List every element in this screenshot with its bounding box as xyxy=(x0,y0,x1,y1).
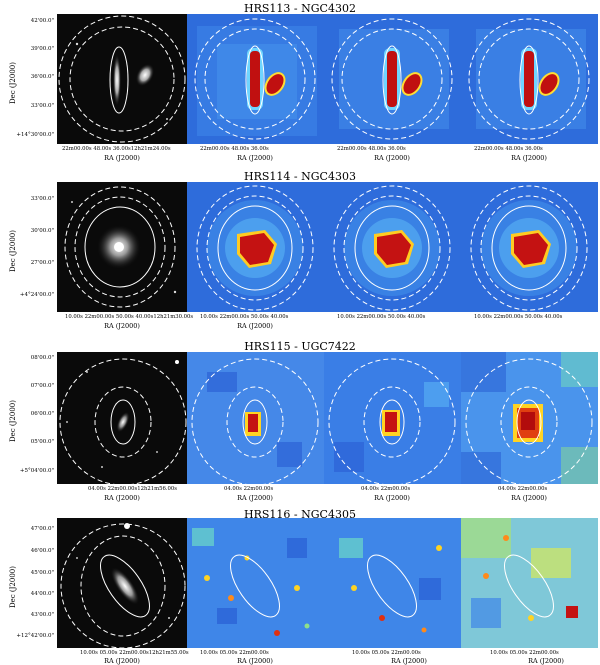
ra-ticks-optical: 22m00.00s 48.00s 36.00s12h21m24.00s xyxy=(62,146,171,152)
dec-axis-label: Dec (J2000) xyxy=(9,230,17,272)
dec-axis-label: Dec (J2000) xyxy=(9,400,17,442)
ra-axis-label: RA (J2000) xyxy=(237,322,273,330)
ra-axis-label: RA (J2000) xyxy=(528,657,564,665)
ra-ticks-optical: 10.00s 05.00s 22m00.00s12h21m55.00s xyxy=(80,650,189,656)
map-panel-1 xyxy=(187,518,324,648)
map-panel-1 xyxy=(187,182,324,312)
ra-ticks-map: 10.00s 22m00.00s 50.00s 40.00s xyxy=(337,314,426,320)
dec-tick: +4°24'00.0" xyxy=(19,292,54,298)
optical-image-panel xyxy=(57,518,187,648)
map-panel-2 xyxy=(324,182,461,312)
ra-ticks-map: 10.00s 05.00s 22m00.00s xyxy=(352,650,421,656)
ra-axis-label: RA (J2000) xyxy=(391,657,427,665)
dec-tick: +14°30'00.0" xyxy=(16,132,54,138)
ra-axis-label: RA (J2000) xyxy=(374,494,410,502)
ra-axis-label: RA (J2000) xyxy=(104,154,140,162)
ra-ticks-map: 10.00s 22m00.00s 50.00s 40.00s xyxy=(474,314,563,320)
row-title: HRS114 - NGC4303 xyxy=(244,170,356,183)
row-title: HRS113 - NGC4302 xyxy=(244,2,356,15)
row-title: HRS116 - NGC4305 xyxy=(244,508,356,521)
dec-tick: 42'00.0" xyxy=(30,18,54,24)
ra-ticks-map: 22m00.00s 48.00s 36.00s xyxy=(337,146,406,152)
dec-tick: 36'00.0" xyxy=(30,74,54,80)
dec-tick: 07'00.0" xyxy=(30,383,54,389)
ra-ticks-optical: 04.00s 22m00.00s12h21m56.00s xyxy=(88,486,178,492)
dec-tick: 47'00.0" xyxy=(30,526,54,532)
ra-ticks-map: 04.00s 22m00.00s xyxy=(361,486,411,492)
map-panel-3 xyxy=(461,14,598,144)
ra-axis-label: RA (J2000) xyxy=(237,657,273,665)
dec-tick: +12°42'00.0" xyxy=(16,633,54,639)
map-panel-1 xyxy=(187,14,324,144)
map-panel-2 xyxy=(324,352,461,484)
ra-ticks-map: 10.00s 22m00.00s 50.00s 40.00s xyxy=(200,314,289,320)
ra-axis-label: RA (J2000) xyxy=(511,154,547,162)
galaxy-row-hrs113: HRS113 - NGC4302 Dec (J2000) 42'00.0" 39… xyxy=(0,0,600,165)
map-panel-3 xyxy=(461,518,598,648)
dec-tick: 33'00.0" xyxy=(30,196,54,202)
ra-axis-label: RA (J2000) xyxy=(237,494,273,502)
ra-ticks-map: 04.00s 22m00.00s xyxy=(498,486,548,492)
row-title: HRS115 - UGC7422 xyxy=(244,340,356,353)
dec-tick: 33'00.0" xyxy=(30,103,54,109)
ra-ticks-map: 10.00s 05.00s 22m00.00s xyxy=(490,650,559,656)
optical-image-panel xyxy=(57,182,187,312)
map-panel-3 xyxy=(461,182,598,312)
dec-tick: 39'00.0" xyxy=(30,46,54,52)
dec-tick: 06'00.0" xyxy=(30,411,54,417)
ra-axis-label: RA (J2000) xyxy=(104,322,140,330)
map-panel-3 xyxy=(461,352,598,484)
ra-ticks-map: 04.00s 22m00.00s xyxy=(224,486,274,492)
ra-axis-label: RA (J2000) xyxy=(104,657,140,665)
galaxy-row-hrs116: HRS116 - NGC4305 Dec (J2000) 47'00.0" 46… xyxy=(0,508,600,665)
dec-tick: 43'00.0" xyxy=(30,612,54,618)
dec-tick: 44'00.0" xyxy=(30,591,54,597)
map-panel-1 xyxy=(187,352,324,484)
optical-image-panel xyxy=(57,14,187,144)
dec-tick: 27'00.0" xyxy=(30,260,54,266)
ra-axis-label: RA (J2000) xyxy=(374,154,410,162)
galaxy-row-hrs114: HRS114 - NGC4303 Dec (J2000) 33'00.0" 30… xyxy=(0,168,600,336)
dec-tick: 05'00.0" xyxy=(30,439,54,445)
optical-image-panel xyxy=(57,352,187,484)
dec-tick: 45'00.0" xyxy=(30,570,54,576)
ra-ticks-map: 22m00.00s 48.00s 36.00s xyxy=(200,146,269,152)
map-panel-2 xyxy=(324,518,461,648)
ra-ticks-optical: 10.00s 22m00.00s 50.00s 40.00s12h21m30.0… xyxy=(65,314,194,320)
ra-ticks-map: 22m00.00s 48.00s 36.00s xyxy=(474,146,543,152)
map-panel-2 xyxy=(324,14,461,144)
galaxy-row-hrs115: HRS115 - UGC7422 Dec (J2000) 08'00.0" 07… xyxy=(0,338,600,508)
ra-axis-label: RA (J2000) xyxy=(511,494,547,502)
dec-tick: +5°04'00.0" xyxy=(19,468,54,474)
ra-axis-label: RA (J2000) xyxy=(237,154,273,162)
dec-axis-label: Dec (J2000) xyxy=(9,62,17,104)
dec-tick: 46'00.0" xyxy=(30,548,54,554)
dec-tick: 30'00.0" xyxy=(30,228,54,234)
ra-ticks-map: 10.00s 05.00s 22m00.00s xyxy=(200,650,269,656)
dec-axis-label: Dec (J2000) xyxy=(9,566,17,608)
ra-axis-label: RA (J2000) xyxy=(104,494,140,502)
dec-tick: 08'00.0" xyxy=(30,355,54,361)
